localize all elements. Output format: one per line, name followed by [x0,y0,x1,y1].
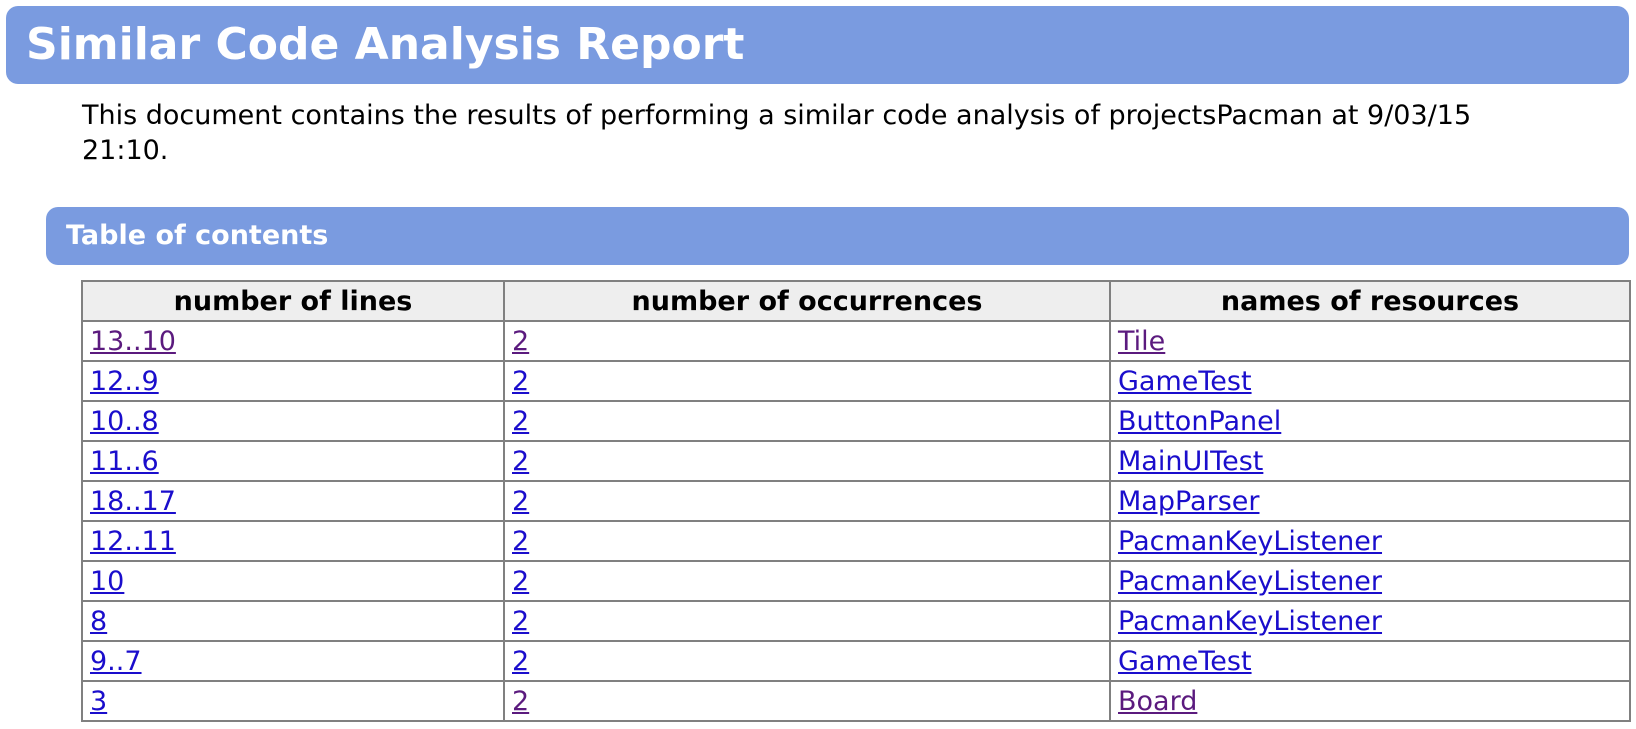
occurrences-link[interactable]: 2 [512,365,530,397]
toc-header: Table of contents [46,207,1629,265]
resource-cell: ButtonPanel [1109,400,1631,442]
occurrences-link[interactable]: 2 [512,405,530,437]
lines-link[interactable]: 3 [90,685,108,717]
lines-cell: 13..10 [81,320,505,362]
resource-cell: MapParser [1109,480,1631,522]
lines-cell: 18..17 [81,480,505,522]
lines-link[interactable]: 11..6 [90,445,159,477]
occurrences-cell: 2 [503,320,1111,362]
lines-link[interactable]: 18..17 [90,485,176,517]
resource-cell: GameTest [1109,360,1631,402]
table-row: 11..6 2 MainUITest [81,440,1631,482]
resource-cell: Tile [1109,320,1631,362]
occurrences-cell: 2 [503,360,1111,402]
resource-link[interactable]: ButtonPanel [1118,405,1282,437]
resource-link[interactable]: MapParser [1118,485,1260,517]
table-row: 12..9 2 GameTest [81,360,1631,402]
resource-link[interactable]: MainUITest [1118,445,1264,477]
lines-link[interactable]: 9..7 [90,645,142,677]
resource-cell: GameTest [1109,640,1631,682]
lines-cell: 11..6 [81,440,505,482]
lines-cell: 10..8 [81,400,505,442]
occurrences-cell: 2 [503,480,1111,522]
occurrences-link[interactable]: 2 [512,525,530,557]
resource-link[interactable]: GameTest [1118,365,1252,397]
occurrences-link[interactable]: 2 [512,325,530,357]
table-row: 9..7 2 GameTest [81,640,1631,682]
resource-cell: PacmanKeyListener [1109,600,1631,642]
lines-link[interactable]: 10 [90,565,125,597]
resource-cell: Board [1109,680,1631,722]
occurrences-cell: 2 [503,520,1111,562]
column-header-resources: names of resources [1109,280,1631,322]
resource-link[interactable]: GameTest [1118,645,1252,677]
occurrences-cell: 2 [503,600,1111,642]
table-row: 12..11 2 PacmanKeyListener [81,520,1631,562]
resource-cell: MainUITest [1109,440,1631,482]
column-header-lines: number of lines [81,280,505,322]
occurrences-cell: 2 [503,400,1111,442]
occurrences-cell: 2 [503,440,1111,482]
table-header-row: number of lines number of occurrences na… [81,280,1631,322]
lines-cell: 3 [81,680,505,722]
occurrences-cell: 2 [503,680,1111,722]
resource-link[interactable]: PacmanKeyListener [1118,525,1383,557]
resource-link[interactable]: PacmanKeyListener [1118,565,1383,597]
table-row: 13..10 2 Tile [81,320,1631,362]
table-row: 10..8 2 ButtonPanel [81,400,1631,442]
page-title: Similar Code Analysis Report [26,19,745,70]
lines-link[interactable]: 13..10 [90,325,176,357]
lines-cell: 12..9 [81,360,505,402]
lines-cell: 10 [81,560,505,602]
lines-cell: 8 [81,600,505,642]
occurrences-cell: 2 [503,640,1111,682]
toc-title: Table of contents [66,220,329,251]
column-header-occurrences: number of occurrences [503,280,1111,322]
results-table: number of lines number of occurrences na… [81,280,1631,722]
lines-link[interactable]: 12..11 [90,525,176,557]
occurrences-link[interactable]: 2 [512,645,530,677]
lines-link[interactable]: 10..8 [90,405,159,437]
table-row: 10 2 PacmanKeyListener [81,560,1631,602]
lines-link[interactable]: 8 [90,605,108,637]
report-header: Similar Code Analysis Report [6,6,1629,84]
occurrences-link[interactable]: 2 [512,485,530,517]
intro-text: This document contains the results of pe… [82,100,1472,166]
occurrences-link[interactable]: 2 [512,685,530,717]
table-row: 18..17 2 MapParser [81,480,1631,522]
occurrences-link[interactable]: 2 [512,445,530,477]
occurrences-link[interactable]: 2 [512,605,530,637]
resource-link[interactable]: Board [1118,685,1198,717]
lines-cell: 12..11 [81,520,505,562]
resource-link[interactable]: Tile [1118,325,1166,357]
occurrences-link[interactable]: 2 [512,565,530,597]
resource-cell: PacmanKeyListener [1109,520,1631,562]
resource-link[interactable]: PacmanKeyListener [1118,605,1383,637]
table-row: 3 2 Board [81,680,1631,722]
occurrences-cell: 2 [503,560,1111,602]
table-row: 8 2 PacmanKeyListener [81,600,1631,642]
lines-link[interactable]: 12..9 [90,365,159,397]
lines-cell: 9..7 [81,640,505,682]
resource-cell: PacmanKeyListener [1109,560,1631,602]
